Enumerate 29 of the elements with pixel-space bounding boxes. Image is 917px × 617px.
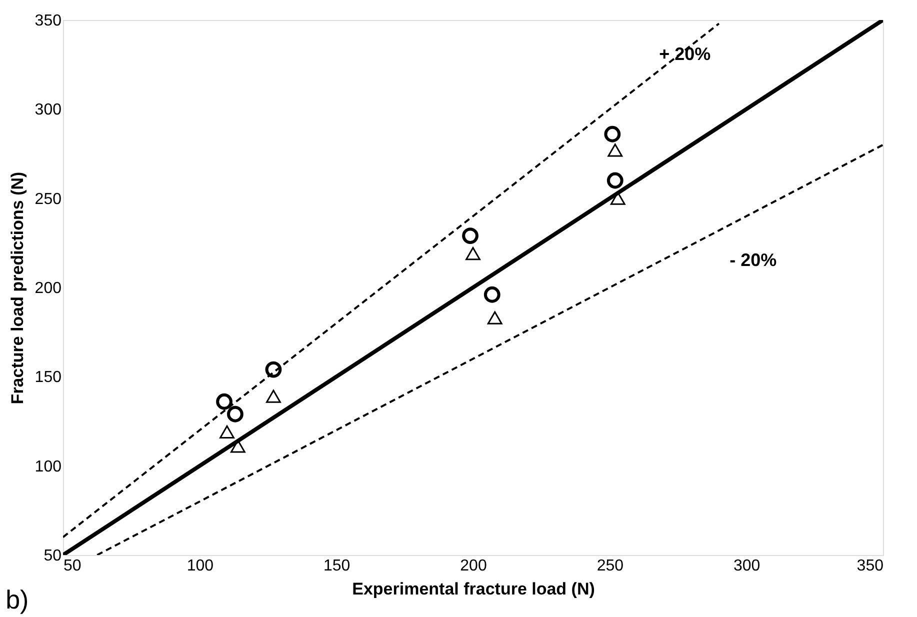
point	[266, 390, 281, 403]
point	[484, 286, 500, 303]
point	[604, 126, 621, 142]
x-tick-label: 250	[596, 558, 624, 574]
point	[226, 406, 244, 422]
point	[265, 361, 282, 378]
x-axis-title: Experimental fracture load (N)	[352, 580, 595, 598]
x-tick-label: 100	[186, 558, 214, 574]
point	[462, 228, 478, 244]
text: b)	[6, 584, 29, 614]
y-axis-title: Fracture load predictions (N)	[8, 172, 27, 404]
x-tick-label: 150	[323, 558, 350, 574]
y-tick-label: 200	[34, 280, 62, 297]
y-tick-label: 250	[34, 190, 62, 208]
x-tick-label: 50	[64, 558, 82, 574]
annotation: - 20%	[730, 250, 777, 270]
x-tick-label: 200	[460, 558, 487, 574]
point	[216, 393, 232, 410]
point	[487, 311, 502, 324]
point	[606, 172, 624, 189]
point	[608, 144, 623, 157]
x-tick-label: 300	[733, 558, 760, 574]
x-tick-label: 350	[856, 558, 884, 574]
y-tick-label: 350	[34, 12, 62, 30]
point	[220, 425, 234, 439]
y-tick-label: 150	[34, 369, 62, 386]
point	[466, 247, 480, 260]
y-tick-label: 300	[34, 102, 62, 119]
y-tick-label: 100	[34, 458, 62, 476]
